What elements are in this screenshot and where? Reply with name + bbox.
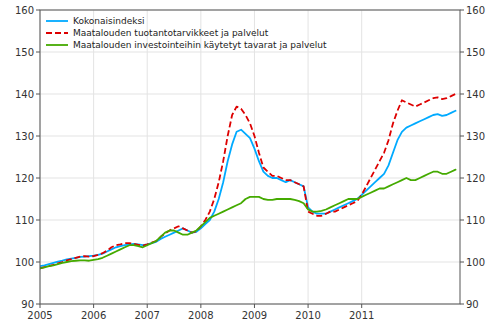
grid-line-x [200, 10, 201, 304]
tick-label-y: 110 [15, 215, 34, 226]
tick-y [36, 136, 40, 137]
tick-label-y: 120 [15, 173, 34, 184]
tick-label-x: 2007 [135, 310, 160, 321]
tick-y2 [460, 94, 464, 95]
grid-line-x [308, 10, 309, 304]
tick-label-y: 90 [21, 299, 34, 310]
tick-label-x: 2009 [242, 310, 267, 321]
grid-line-y [40, 178, 460, 179]
tick-label-x: 2005 [27, 310, 52, 321]
tick-label-y2: 110 [466, 215, 485, 226]
tick-x [254, 304, 255, 308]
tick-label-y2: 120 [466, 173, 485, 184]
tick-y2 [460, 304, 464, 305]
series-line [40, 94, 456, 268]
tick-y2 [460, 136, 464, 137]
tick-label-y: 150 [15, 47, 34, 58]
tick-x [93, 304, 94, 308]
series-line [40, 111, 456, 266]
tick-y [36, 178, 40, 179]
series-line [40, 170, 456, 269]
tick-y2 [460, 52, 464, 53]
legend-swatch [46, 32, 68, 34]
tick-y2 [460, 178, 464, 179]
legend-swatch [46, 20, 68, 22]
tick-label-y2: 140 [466, 89, 485, 100]
tick-y [36, 220, 40, 221]
tick-label-y2: 100 [466, 257, 485, 268]
legend-label: Kokonaisindeksi [73, 16, 145, 26]
grid-line-y [40, 94, 460, 95]
chart: 90 100 110 120 130 140 150 160 90 100 110 120 130 140… [0, 0, 500, 330]
tick-x [308, 304, 309, 308]
grid [40, 10, 460, 304]
grid-line-y [40, 262, 460, 263]
tick-label-y: 140 [15, 89, 34, 100]
tick-label-y2: 150 [466, 47, 485, 58]
tick-label-y2: 160 [466, 5, 485, 16]
tick-y [36, 52, 40, 53]
legend-label: Maatalouden investointeihin käytetyt tav… [73, 40, 327, 50]
tick-y2 [460, 10, 464, 11]
tick-x [200, 304, 201, 308]
grid-line-x [147, 10, 148, 304]
tick-label-x: 2011 [349, 310, 374, 321]
tick-label-y: 130 [15, 131, 34, 142]
grid-line-y [40, 220, 460, 221]
tick-label-y2: 90 [466, 299, 479, 310]
lines [40, 94, 456, 268]
tick-x [361, 304, 362, 308]
legend-label: Maatalouden tuotantotarvikkeet ja palvel… [73, 28, 269, 38]
legend: Kokonaisindeksi Maatalouden tuotantotarvi… [46, 16, 327, 50]
tick-label-y2: 130 [466, 131, 485, 142]
tick-label-x: 2006 [81, 310, 106, 321]
legend-swatch [46, 44, 68, 46]
axes: 90 100 110 120 130 140 150 160 90 100 110 120 130 140… [15, 5, 485, 322]
tick-label-x: 2008 [188, 310, 213, 321]
grid-line-x [361, 10, 362, 304]
tick-y2 [460, 262, 464, 263]
grid-line-y [40, 52, 460, 53]
tick-label-y: 160 [15, 5, 34, 16]
tick-y2 [460, 220, 464, 221]
tick-label-x: 2010 [295, 310, 320, 321]
tick-x [147, 304, 148, 308]
tick-y [36, 10, 40, 11]
grid-line-y [40, 136, 460, 137]
tick-y [36, 94, 40, 95]
tick-y [36, 304, 40, 305]
tick-x [40, 304, 41, 308]
tick-y [36, 262, 40, 263]
grid-line-x [254, 10, 255, 304]
plot-frame [40, 10, 460, 304]
tick-label-y: 100 [15, 257, 34, 268]
